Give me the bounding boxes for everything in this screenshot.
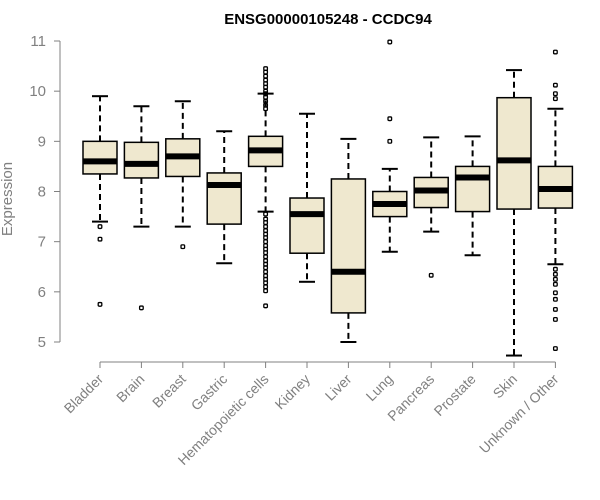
outlier-point [552, 306, 558, 312]
box-kidney [289, 112, 325, 283]
box-pancreas [413, 136, 449, 278]
outlier-point [263, 284, 269, 290]
outlier-point [263, 250, 269, 256]
box-breast [165, 100, 201, 250]
outlier-point [263, 88, 269, 94]
iqr-box [289, 197, 325, 254]
iqr-box [496, 96, 532, 210]
x-tick-label: Lung [363, 371, 396, 404]
outlier-point [387, 138, 393, 144]
outlier-point [263, 69, 269, 75]
y-tick-label: 8 [38, 184, 46, 201]
x-tick-label: Liver [322, 371, 355, 404]
y-tick-label: 10 [29, 83, 46, 100]
chart-title: ENSG00000105248 - CCDC94 [224, 11, 432, 28]
outlier-point [97, 301, 103, 307]
outlier-point [552, 346, 558, 351]
y-tick-label: 5 [38, 334, 46, 351]
outlier-point [552, 91, 558, 97]
outlier-point [552, 276, 558, 282]
boxes [82, 39, 574, 357]
outlier-point [138, 305, 144, 311]
y-axis: 5 6 7 8 9 10 11 [29, 33, 61, 351]
iqr-box [454, 165, 491, 213]
outlier-point [387, 116, 393, 122]
box-bladder [82, 95, 118, 307]
outlier-point [552, 296, 558, 302]
outlier-point [263, 84, 269, 90]
outlier-point [263, 73, 269, 79]
outlier-point [263, 106, 269, 112]
box-skin [496, 69, 532, 357]
outlier-point [263, 288, 269, 294]
x-tick-label: Breast [149, 371, 189, 411]
outlier-point [552, 82, 558, 88]
x-tick-label: Brain [113, 371, 147, 405]
box-lung [372, 39, 408, 253]
box-liver [330, 137, 367, 343]
y-axis-label: Expression [0, 162, 16, 236]
outlier-point [263, 220, 269, 226]
outlier-point [428, 272, 434, 278]
y-tick-label: 9 [38, 133, 46, 150]
outlier-point [552, 49, 558, 55]
outlier-point [263, 235, 269, 241]
x-tick-label: Skin [490, 371, 521, 402]
outlier-point [552, 281, 558, 287]
outlier-point [263, 269, 269, 275]
outlier-point [263, 94, 269, 100]
x-tick-label: Prostate [431, 371, 479, 419]
outlier-point [263, 254, 269, 260]
box-unknown-other [537, 49, 574, 351]
outlier-point [263, 303, 269, 309]
y-tick-label: 7 [38, 234, 46, 251]
y-tick-label: 11 [30, 33, 46, 50]
outlier-point [387, 39, 393, 45]
outlier-point [552, 290, 558, 296]
outlier-point [263, 280, 269, 286]
y-tick-label: 6 [38, 284, 46, 301]
box-hematopoietic-cells [247, 66, 284, 309]
outlier-point [552, 316, 558, 322]
x-tick-label: Kidney [272, 371, 314, 413]
iqr-box [123, 141, 160, 179]
iqr-box [330, 178, 367, 314]
outlier-point [552, 96, 558, 102]
box-brain [123, 105, 160, 311]
outlier-point [180, 244, 186, 250]
box-prostate [454, 135, 491, 257]
x-tick-label: Unknown / Other [476, 371, 562, 457]
outlier-point [263, 224, 269, 230]
outlier-point [263, 265, 269, 271]
x-tick-label: Bladder [61, 371, 107, 417]
iqr-box [206, 172, 242, 225]
outlier-point [263, 211, 269, 217]
outlier-point [552, 266, 558, 272]
outlier-point [97, 236, 103, 242]
outlier-point [97, 224, 103, 230]
outlier-point [263, 239, 269, 245]
box-gastric [206, 130, 242, 265]
iqr-box [82, 140, 118, 175]
outlier-point [552, 271, 558, 277]
